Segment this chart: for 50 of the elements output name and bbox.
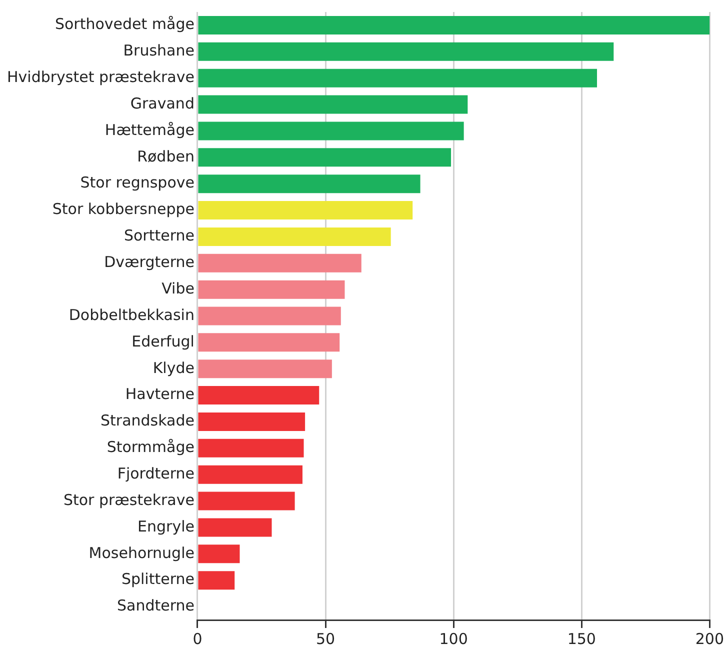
y-tick-label: Rødben (137, 147, 194, 166)
y-tick-label: Sorthovedet måge (54, 15, 194, 34)
bar (198, 386, 320, 405)
bar (198, 438, 304, 458)
x-tick-label: 0 (192, 630, 202, 648)
x-tick-label: 100 (439, 630, 468, 648)
bar (198, 42, 614, 61)
bar (198, 333, 340, 352)
y-tick-label: Strandskade (100, 412, 194, 430)
bar (198, 465, 302, 484)
bar (198, 201, 413, 220)
x-tick-label: 200 (695, 630, 724, 648)
bar (198, 16, 710, 34)
y-tick-label: Dobbeltbekkasin (68, 306, 194, 324)
bar (198, 148, 452, 167)
y-tick-label: Hættemåge (104, 120, 194, 139)
y-tick-label: Hvidbrystet præstekrave (6, 68, 194, 86)
y-tick-label: Vibe (162, 279, 194, 298)
bar (198, 571, 235, 590)
bar (198, 254, 362, 272)
y-tick-label: Fjordterne (117, 464, 194, 482)
y-tick-label: Splitterne (121, 570, 194, 588)
bar (198, 174, 420, 194)
bar (198, 280, 345, 299)
y-tick-label: Engryle (138, 517, 194, 536)
y-tick-label: Stormmåge (106, 438, 194, 456)
y-tick-label: Stor præstekrave (63, 490, 194, 509)
bar (198, 492, 295, 510)
bar (198, 306, 341, 326)
bar (198, 68, 597, 88)
y-tick-label: Stor kobbersneppe (52, 200, 194, 218)
y-tick-label: Stor regnspove (80, 174, 194, 192)
bar (198, 122, 464, 140)
y-tick-label: Sandterne (116, 596, 194, 615)
y-tick-label: Gravand (130, 94, 194, 112)
y-tick-label: Ederfugl (132, 332, 194, 350)
x-tick-label: 150 (567, 630, 596, 648)
bar (198, 412, 306, 431)
bar (198, 518, 272, 537)
bar (198, 544, 240, 564)
y-tick-label: Mosehornugle (88, 544, 194, 562)
bar (198, 360, 332, 378)
y-tick-label: Havterne (125, 385, 194, 404)
y-tick-label: Sortterne (124, 226, 194, 245)
bar (198, 227, 391, 246)
y-tick-label: Dværgterne (104, 253, 194, 272)
y-tick-label: Klyde (152, 358, 194, 377)
bar (198, 95, 468, 114)
x-tick-label: 50 (316, 630, 336, 648)
y-tick-label: Brushane (123, 42, 194, 60)
